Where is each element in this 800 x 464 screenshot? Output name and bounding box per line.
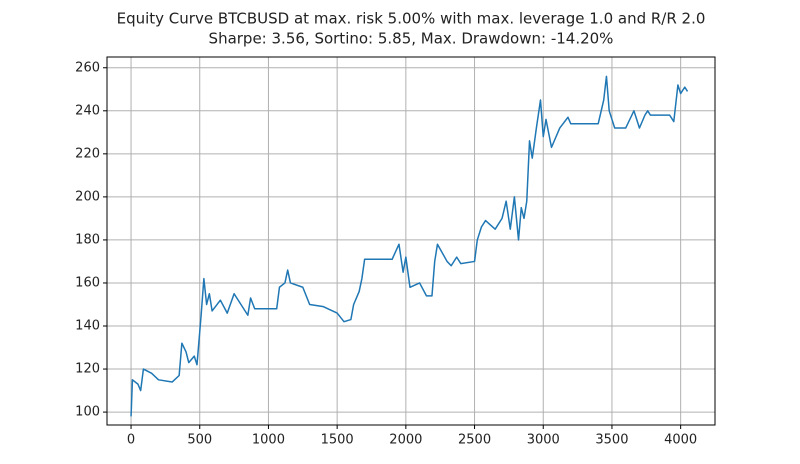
y-tick-label: 100 [75,405,100,420]
y-tick-label: 200 [75,189,100,204]
y-tick-label: 140 [75,319,100,334]
y-tick-label: 120 [75,362,100,377]
plot-frame [106,56,716,426]
x-tick-label: 0 [127,433,135,448]
x-tick-label: 3000 [527,433,560,448]
x-tick-label: 4000 [664,433,697,448]
y-tick-label: 220 [75,146,100,161]
x-tick-label: 3500 [595,433,628,448]
chart-title: Equity Curve BTCBUSD at max. risk 5.00% … [117,10,706,28]
y-tick-label: 160 [75,275,100,290]
equity-line [130,75,689,417]
x-tick-label: 1500 [321,433,354,448]
x-tick-label: 2500 [458,433,491,448]
x-tick-label: 500 [187,433,212,448]
y-tick-label: 180 [75,232,100,247]
x-tick-label: 2000 [389,433,422,448]
chart-subtitle: Sharpe: 3.56, Sortino: 5.85, Max. Drawdo… [209,30,614,48]
x-tick-label: 1000 [252,433,285,448]
y-tick-label: 260 [75,60,100,75]
y-tick-label: 240 [75,103,100,118]
